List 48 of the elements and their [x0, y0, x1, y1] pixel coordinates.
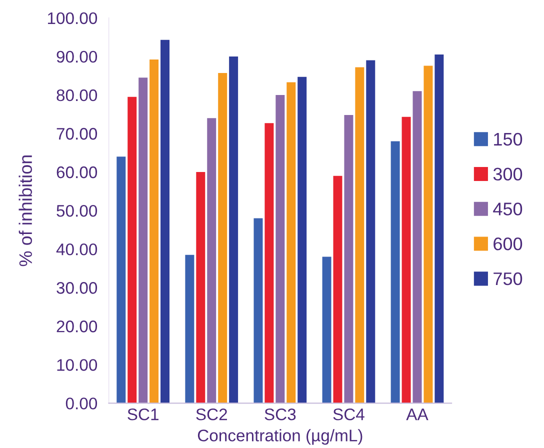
y-tick-label: 60.00: [56, 166, 98, 178]
legend-label: 600: [494, 238, 522, 250]
y-tick-label: 30.00: [56, 282, 98, 294]
bar: [412, 91, 422, 404]
bar: [196, 172, 206, 404]
bar: [402, 116, 411, 404]
bar: [390, 141, 400, 404]
y-tick-label: 80.00: [56, 89, 98, 102]
bar: [298, 76, 307, 404]
bar: [128, 96, 137, 404]
bar: [138, 78, 148, 404]
y-tick-label: 90.00: [56, 50, 98, 63]
bar: [366, 60, 376, 404]
bar: [286, 82, 296, 404]
legend-label: 450: [493, 202, 522, 216]
y-tick-label: 50.00: [56, 204, 98, 217]
bar: [264, 123, 274, 404]
bar: [355, 67, 364, 404]
x-tick-label: SC4: [333, 408, 364, 420]
bar: [229, 56, 238, 404]
x-tick-label: SC2: [196, 408, 227, 420]
y-tick-label: 70.00: [56, 128, 98, 140]
x-tick-label: AA: [406, 408, 428, 420]
bar: [160, 40, 170, 404]
x-axis-title: Concentration (µg/mL): [198, 429, 362, 445]
bar: [254, 218, 263, 404]
bar: [116, 156, 126, 404]
x-tick-label: SC3: [264, 408, 296, 420]
bar: [424, 66, 433, 404]
bar: [434, 54, 444, 404]
bar: [218, 73, 228, 404]
x-tick-label: SC1: [128, 408, 158, 420]
y-tick-label: 10.00: [57, 359, 98, 371]
y-axis-title: % of inhibition: [18, 156, 32, 266]
bar: [322, 256, 332, 404]
bar: [333, 176, 342, 404]
bar: [344, 115, 354, 404]
y-tick-label: 20.00: [56, 320, 98, 332]
legend-label: 150: [494, 132, 522, 146]
legend-label: 300: [493, 168, 522, 181]
bar: [207, 118, 216, 404]
y-tick-label: 0.00: [66, 398, 98, 410]
y-tick-label: 100.00: [48, 12, 98, 24]
y-tick-label: 40.00: [56, 243, 98, 256]
bar: [185, 254, 194, 404]
bar: [150, 60, 159, 404]
legend-label: 750: [494, 272, 522, 286]
bar: [276, 94, 285, 404]
